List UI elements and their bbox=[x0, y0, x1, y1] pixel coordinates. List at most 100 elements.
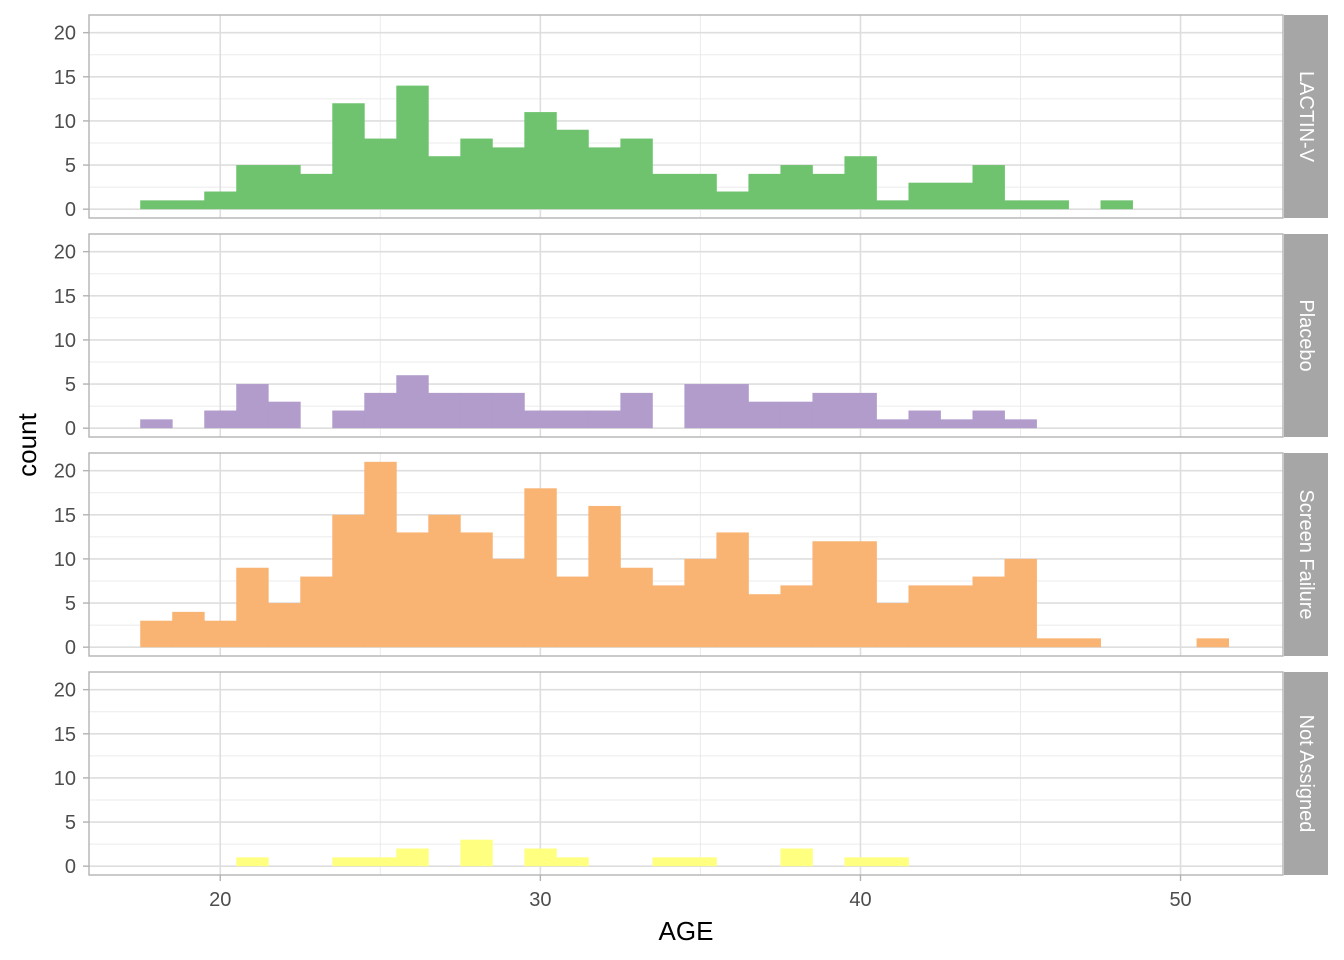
histogram-bar bbox=[940, 419, 973, 429]
y-tick-label: 10 bbox=[54, 111, 76, 133]
y-tick-label: 5 bbox=[65, 155, 76, 177]
histogram-bar bbox=[588, 147, 621, 210]
histogram-bar bbox=[332, 857, 365, 867]
y-tick-label: 10 bbox=[54, 768, 76, 790]
histogram-bar bbox=[1004, 558, 1037, 648]
histogram-bar bbox=[972, 576, 1005, 648]
histogram-bar bbox=[556, 410, 589, 429]
histogram-bar bbox=[876, 419, 909, 429]
histogram-bar bbox=[556, 129, 589, 210]
histogram-bar bbox=[492, 558, 525, 648]
histogram-bar bbox=[684, 857, 717, 867]
histogram-bar bbox=[460, 532, 493, 648]
y-tick-label: 20 bbox=[54, 242, 76, 264]
histogram-bar bbox=[620, 392, 653, 429]
histogram-bar bbox=[972, 410, 1005, 429]
histogram-bar bbox=[748, 401, 781, 429]
facet-panel-2: 0 5 10 15 20 Screen Failure bbox=[54, 452, 1328, 659]
histogram-bar bbox=[844, 857, 877, 867]
x-tick-label: 30 bbox=[529, 889, 551, 911]
facet-strip bbox=[1284, 672, 1328, 875]
histogram-bar bbox=[460, 392, 493, 429]
facet-strip-label: Not Assigned bbox=[1295, 715, 1317, 833]
panel-border bbox=[88, 233, 1284, 438]
histogram-bar bbox=[268, 401, 301, 429]
histogram-bar bbox=[460, 839, 493, 867]
histogram-bar bbox=[908, 182, 941, 210]
histogram-bar bbox=[972, 165, 1005, 210]
histogram-bar bbox=[524, 488, 557, 648]
facet-strip-label: LACTIN-V bbox=[1295, 71, 1317, 163]
histogram-bar bbox=[556, 576, 589, 648]
histogram-bar bbox=[908, 585, 941, 648]
histogram-bar bbox=[172, 200, 205, 210]
histogram-bar bbox=[684, 558, 717, 648]
y-tick-label: 20 bbox=[54, 680, 76, 702]
histogram-bar bbox=[748, 594, 781, 648]
histogram-bar bbox=[364, 138, 397, 210]
histogram-bar bbox=[1004, 419, 1037, 429]
facet-panels: 0 5 10 15 20 LACTIN-V 0 5 10 15 20 Placebo 0 5 10 15 20 S… bbox=[54, 14, 1328, 878]
histogram-bar bbox=[876, 857, 909, 867]
histogram-bar bbox=[140, 620, 173, 648]
x-tick-label: 50 bbox=[1169, 889, 1191, 911]
histogram-bar bbox=[780, 401, 813, 429]
panel-border bbox=[88, 452, 1284, 657]
histogram-bar bbox=[332, 410, 365, 429]
x-axis: 20 30 40 50 bbox=[209, 875, 1192, 911]
histogram-bar bbox=[300, 173, 333, 210]
histogram-bar bbox=[812, 392, 845, 429]
histogram-bar bbox=[140, 419, 173, 429]
histogram-bar bbox=[396, 85, 429, 210]
histogram-bar bbox=[588, 410, 621, 429]
histogram-bar bbox=[620, 567, 653, 648]
facet-strip-label: Placebo bbox=[1295, 299, 1317, 371]
histogram-bar bbox=[780, 165, 813, 210]
x-tick-label: 40 bbox=[849, 889, 871, 911]
facet-strip bbox=[1284, 234, 1328, 437]
histogram-bar bbox=[588, 505, 621, 648]
histogram-bar bbox=[300, 576, 333, 648]
histogram-bar bbox=[876, 603, 909, 648]
histogram-bar bbox=[1036, 638, 1069, 648]
histogram-bar bbox=[620, 138, 653, 210]
histogram-bar bbox=[684, 173, 717, 210]
histogram-bar bbox=[940, 585, 973, 648]
histogram-bar bbox=[396, 848, 429, 867]
facet-panel-1: 0 5 10 15 20 Placebo bbox=[54, 233, 1328, 440]
histogram-bar bbox=[844, 392, 877, 429]
histogram-bar bbox=[780, 848, 813, 867]
histogram-bar bbox=[652, 585, 685, 648]
histogram-bar bbox=[236, 567, 269, 648]
histogram-bar bbox=[844, 541, 877, 648]
histogram-bar bbox=[204, 410, 237, 429]
histogram-bar bbox=[652, 857, 685, 867]
histogram-bar bbox=[652, 173, 685, 210]
y-tick-label: 0 bbox=[65, 856, 76, 878]
histogram-bar bbox=[364, 461, 397, 648]
histogram-bar bbox=[1036, 200, 1069, 210]
histogram-bar bbox=[844, 156, 877, 210]
histogram-bar bbox=[204, 191, 237, 210]
histogram-bar bbox=[268, 165, 301, 210]
y-tick-label: 10 bbox=[54, 330, 76, 352]
facet-strip bbox=[1284, 453, 1328, 656]
histogram-bar bbox=[1004, 200, 1037, 210]
histogram-bar bbox=[428, 156, 461, 210]
histogram-bar bbox=[716, 191, 749, 210]
histogram-bar bbox=[236, 165, 269, 210]
histogram-bar bbox=[364, 857, 397, 867]
y-tick-label: 0 bbox=[65, 637, 76, 659]
histogram-bar bbox=[684, 384, 717, 429]
histogram-bar bbox=[140, 200, 173, 210]
histogram-bar bbox=[236, 384, 269, 429]
y-tick-label: 5 bbox=[65, 374, 76, 396]
panel-border bbox=[88, 671, 1284, 876]
histogram-bar bbox=[428, 514, 461, 648]
y-tick-label: 15 bbox=[54, 286, 76, 308]
facet-panel-0: 0 5 10 15 20 LACTIN-V bbox=[54, 14, 1328, 221]
histogram-bar bbox=[812, 173, 845, 210]
y-tick-label: 15 bbox=[54, 67, 76, 89]
histogram-bar bbox=[940, 182, 973, 210]
